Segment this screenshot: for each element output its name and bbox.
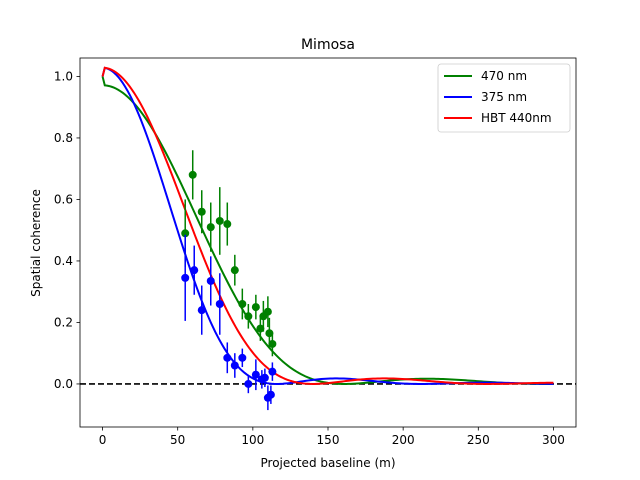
legend-frame xyxy=(437,63,571,133)
legend-label-2: HBT 440nm xyxy=(481,111,552,125)
y-tick-label-4: 0.8 xyxy=(54,131,73,145)
model-curve-2 xyxy=(101,66,554,385)
data-point-1-8 xyxy=(244,379,253,388)
x-tick-label-4: 200 xyxy=(392,433,415,447)
data-point-1-7 xyxy=(238,353,247,362)
data-point-1-0 xyxy=(181,273,190,282)
data-point-1-11 xyxy=(260,373,269,382)
y-tick-label-3: 0.6 xyxy=(54,192,73,206)
data-point-0-10 xyxy=(256,324,265,333)
data-point-1-2 xyxy=(197,306,206,315)
data-point-1-13 xyxy=(266,390,275,399)
x-tick-label-1: 50 xyxy=(170,433,185,447)
x-tick-label-3: 150 xyxy=(317,433,340,447)
x-axis-label: Projected baseline (m) xyxy=(261,456,396,470)
model-curve-1 xyxy=(101,66,554,385)
y-tick-label-5: 1.0 xyxy=(54,69,73,83)
data-point-1-14 xyxy=(268,367,277,376)
data-point-0-8 xyxy=(244,312,253,321)
data-point-0-3 xyxy=(206,223,215,232)
data-point-0-9 xyxy=(251,303,260,312)
y-tick-label-0: 0.0 xyxy=(54,377,73,391)
chart-title: Mimosa xyxy=(301,37,355,53)
legend: 470 nm 375 nm HBT 440nm xyxy=(437,63,571,133)
plot-area xyxy=(80,66,576,411)
data-point-1-1 xyxy=(190,266,199,275)
data-point-1-5 xyxy=(223,353,232,362)
data-point-0-1 xyxy=(188,170,197,179)
data-point-0-12 xyxy=(263,307,272,316)
axes: 0 50 100 150 200 250 300 0.0 0.2 0.4 0.6 0.8 1.0 xyxy=(54,69,565,447)
x-tick-label-6: 300 xyxy=(542,433,565,447)
y-tick-label-2: 0.4 xyxy=(54,254,73,268)
x-tick-label-5: 250 xyxy=(467,433,490,447)
legend-label-0: 470 nm xyxy=(481,69,527,83)
data-point-0-7 xyxy=(238,300,247,308)
data-point-1-4 xyxy=(215,300,224,308)
data-point-0-5 xyxy=(223,220,232,229)
data-point-0-6 xyxy=(230,266,239,275)
data-point-0-14 xyxy=(268,339,277,348)
data-point-0-2 xyxy=(197,207,206,216)
y-axis-label: Spatial coherence xyxy=(29,189,43,297)
x-tick-label-0: 0 xyxy=(99,433,107,447)
y-tick-label-1: 0.2 xyxy=(54,315,73,329)
data-point-0-13 xyxy=(265,329,274,338)
plot-frame xyxy=(79,57,577,428)
data-point-0-0 xyxy=(181,229,190,238)
x-tick-label-2: 100 xyxy=(241,433,264,447)
legend-label-1: 375 nm xyxy=(481,90,527,104)
data-point-1-3 xyxy=(206,276,215,285)
data-point-1-6 xyxy=(230,361,239,370)
data-point-1-9 xyxy=(251,370,260,379)
data-point-0-4 xyxy=(215,216,224,225)
